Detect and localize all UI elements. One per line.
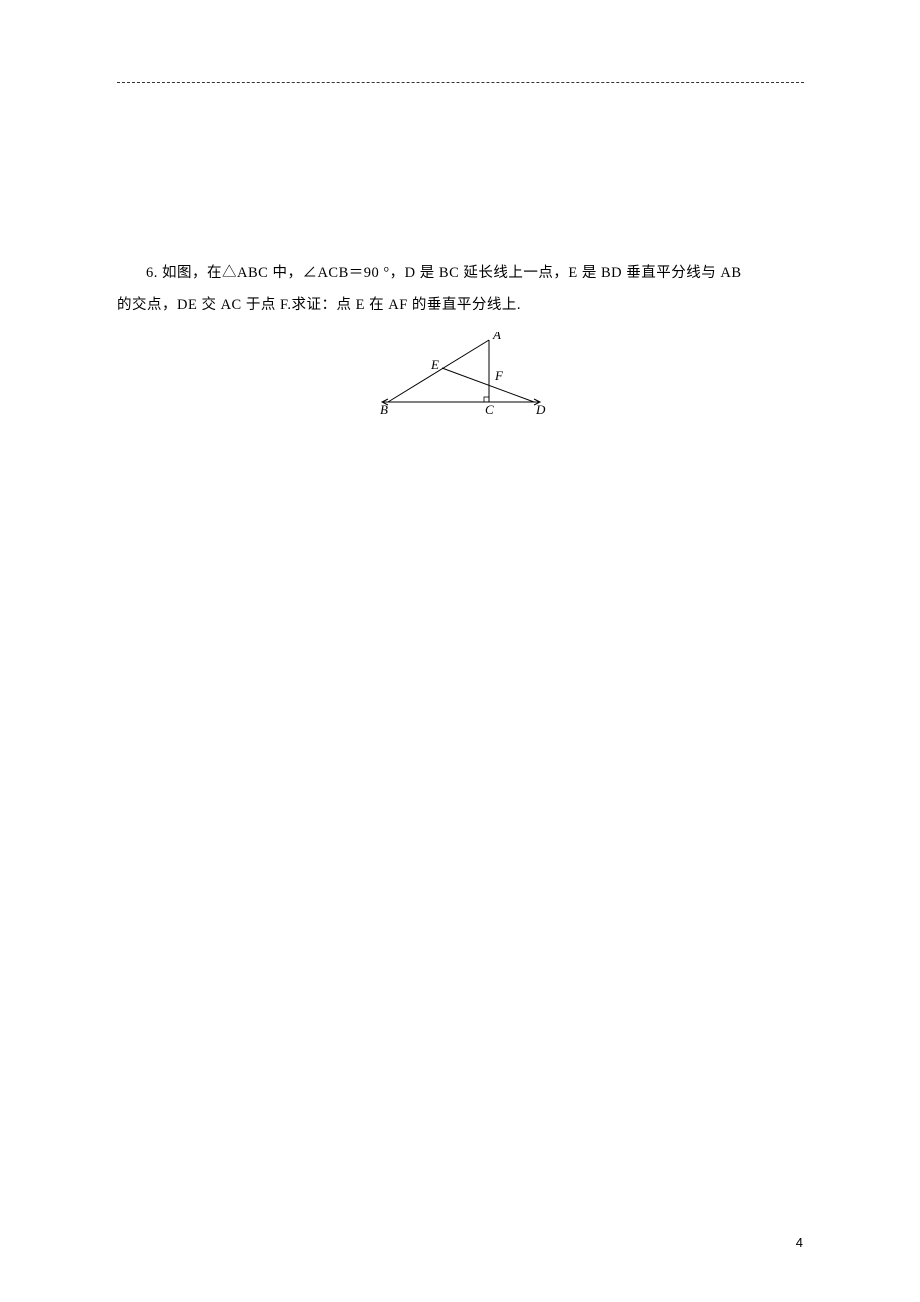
svg-text:C: C	[485, 402, 494, 417]
svg-text:D: D	[535, 402, 546, 417]
triangle-diagram: A B C D E F	[376, 332, 546, 417]
svg-text:B: B	[380, 402, 388, 417]
problem-line-2: 的交点，DE 交 AC 于点 F.求证：点 E 在 AF 的垂直平分线上.	[117, 290, 804, 322]
svg-text:A: A	[492, 332, 501, 342]
diagram-container: A B C D E F	[117, 332, 804, 417]
page-header-divider	[117, 82, 804, 83]
page-number: 4	[796, 1235, 803, 1250]
problem-line-1: 6. 如图，在△ABC 中，∠ACB＝90 °，D 是 BC 延长线上一点，E …	[117, 258, 804, 290]
content-area: 6. 如图，在△ABC 中，∠ACB＝90 °，D 是 BC 延长线上一点，E …	[117, 258, 804, 417]
svg-text:F: F	[494, 368, 504, 383]
problem-text: 6. 如图，在△ABC 中，∠ACB＝90 °，D 是 BC 延长线上一点，E …	[117, 258, 804, 322]
svg-text:E: E	[430, 357, 439, 372]
